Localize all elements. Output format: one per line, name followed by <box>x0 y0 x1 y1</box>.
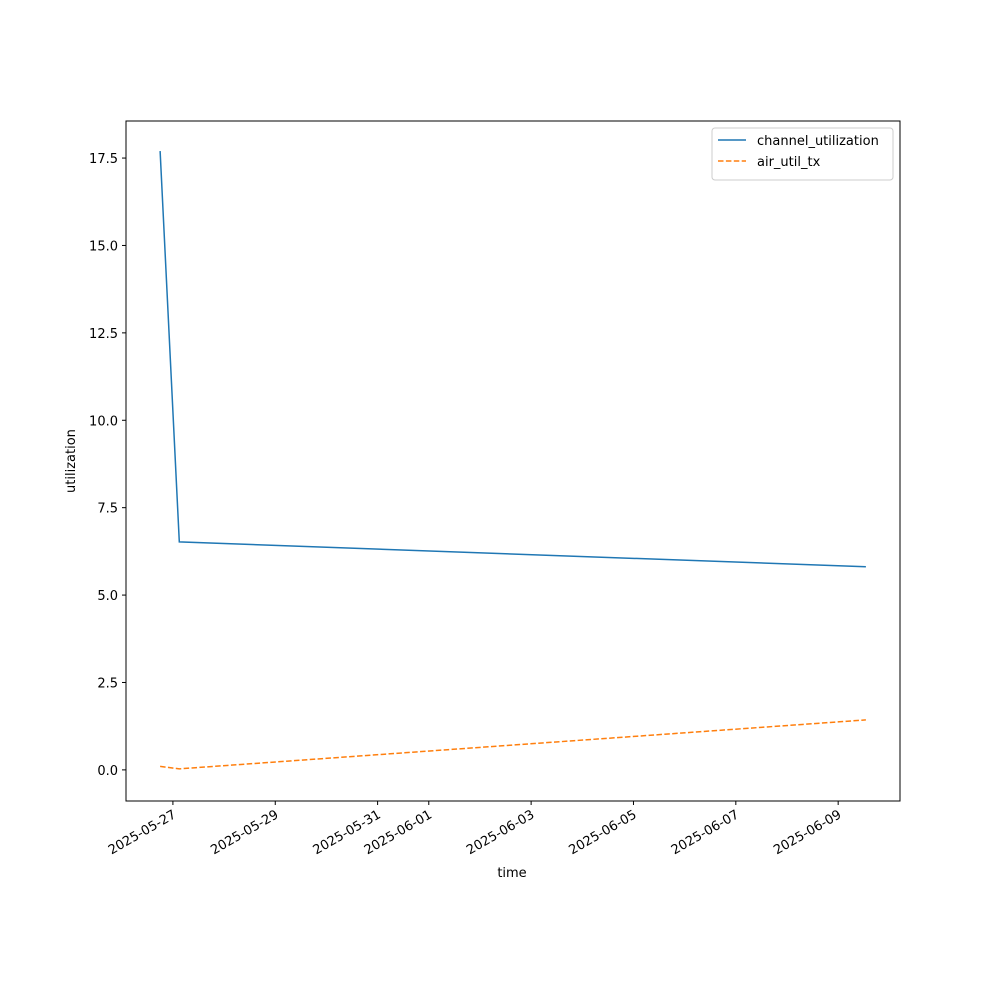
y-tick-label: 10.0 <box>89 414 118 429</box>
plot-frame <box>125 120 901 802</box>
series-line <box>160 719 866 770</box>
y-tick-label: 12.5 <box>89 327 118 342</box>
legend-label: air_util_tx <box>757 155 821 170</box>
legend-box <box>711 127 894 181</box>
y-tick-label: 2.5 <box>97 676 118 691</box>
x-axis-label: time <box>497 866 526 881</box>
y-tick-label: 0.0 <box>97 764 118 779</box>
y-tick-label: 5.0 <box>97 589 118 604</box>
legend-label: channel_utilization <box>757 134 879 149</box>
y-axis-label: utilization <box>64 429 79 493</box>
series-line <box>159 151 866 568</box>
y-tick-label: 15.0 <box>89 239 118 254</box>
y-tick-label: 7.5 <box>97 502 118 517</box>
y-tick-label: 17.5 <box>89 152 118 167</box>
